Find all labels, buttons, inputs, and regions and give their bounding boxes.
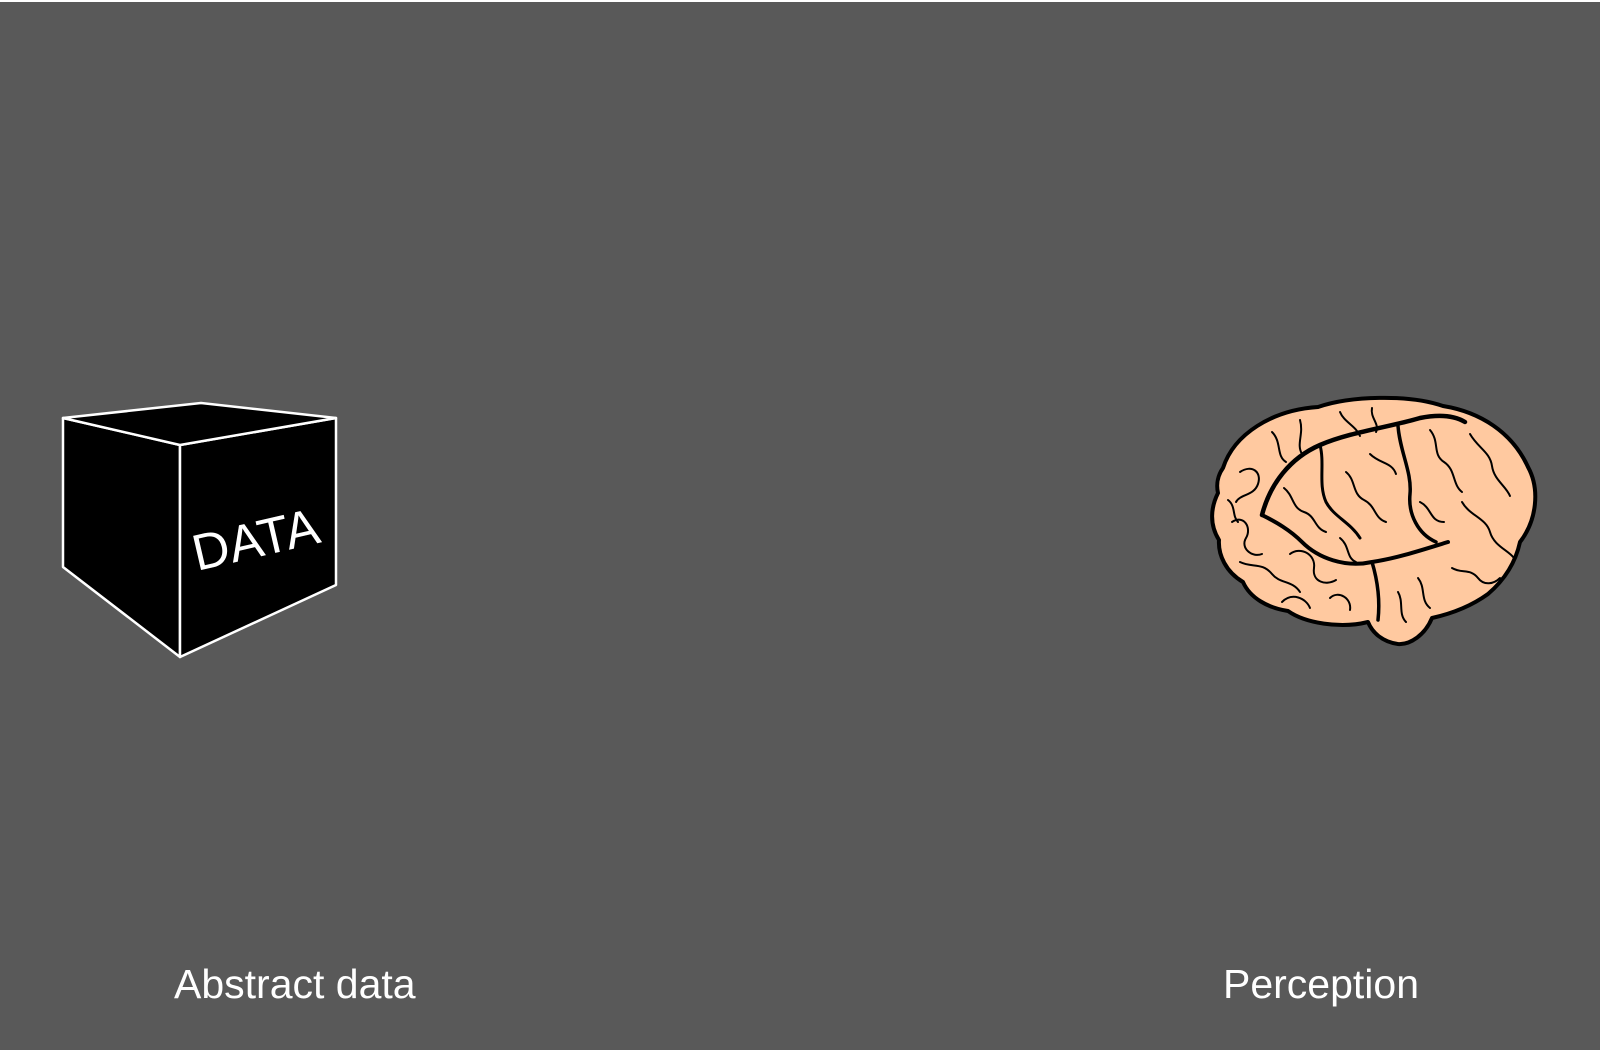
brain-icon — [1210, 395, 1538, 647]
data-cube-icon: DATA — [61, 401, 338, 659]
caption-abstract-data: Abstract data — [174, 961, 416, 1007]
caption-perception: Perception — [1223, 961, 1420, 1007]
